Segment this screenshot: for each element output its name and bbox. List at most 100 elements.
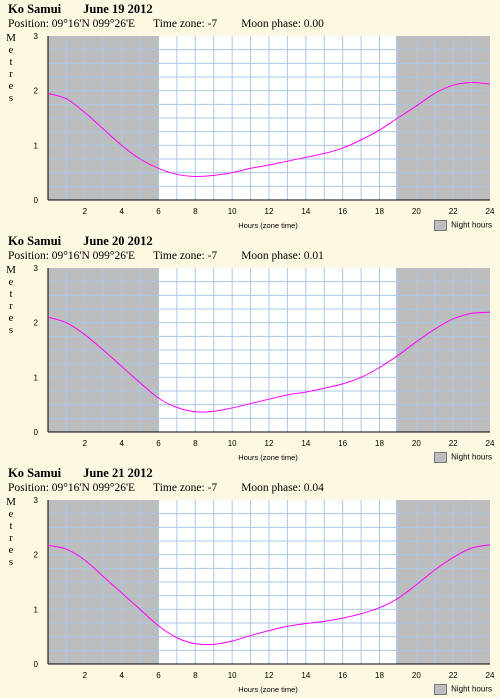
position-text: Position: 09°16'N 099°26'E — [8, 482, 136, 494]
tide-panel: Ko Samui June 21 2012 Position: 09°16'N 09… — [0, 464, 500, 696]
x-tick-label: 12 — [265, 439, 274, 448]
x-tick-label: 10 — [228, 671, 237, 680]
x-tick-label: 12 — [265, 671, 274, 680]
y-tick-label: 3 — [34, 496, 39, 505]
tide-panel: Ko Samui June 19 2012 Position: 09°16'N 09… — [0, 0, 500, 232]
y-axis-label-letter: r — [9, 532, 13, 544]
chart-date: June 20 2012 — [83, 234, 153, 248]
y-axis-label-letter: e — [8, 44, 14, 56]
x-axis-label: Hours (zone time) — [238, 221, 298, 230]
location-name: Ko Samui — [8, 234, 62, 248]
y-tick-label: 3 — [34, 264, 39, 273]
legend-label: Night hours — [451, 452, 492, 462]
x-tick-label: 24 — [486, 439, 495, 448]
y-axis-label-letter: M — [6, 32, 16, 44]
y-axis-label-letter: t — [9, 520, 13, 532]
y-tick-label: 0 — [34, 428, 39, 437]
chart-title: Ko Samui June 21 2012 — [8, 466, 153, 481]
y-axis-label-letter: M — [6, 496, 16, 508]
y-axis-label-letter: e — [8, 544, 14, 556]
y-tick-label: 0 — [34, 196, 39, 205]
y-axis-label-letter: r — [9, 300, 13, 312]
y-axis-label-letter: t — [9, 288, 13, 300]
x-tick-label: 8 — [193, 207, 198, 216]
legend-swatch — [434, 452, 448, 463]
x-tick-label: 24 — [486, 207, 495, 216]
y-axis-label-letter: s — [8, 556, 14, 568]
x-axis-label: Hours (zone time) — [238, 685, 298, 694]
y-tick-label: 3 — [34, 32, 39, 41]
legend-label: Night hours — [451, 684, 492, 694]
x-tick-label: 10 — [228, 207, 237, 216]
x-tick-label: 4 — [119, 207, 124, 216]
chart-info: Position: 09°16'N 099°26'E Time zone: -7 M… — [8, 482, 338, 494]
x-tick-label: 22 — [449, 207, 458, 216]
position-text: Position: 09°16'N 099°26'E — [8, 250, 136, 262]
tide-curve — [47, 81, 491, 178]
location-name: Ko Samui — [8, 2, 62, 16]
x-tick-label: 2 — [83, 671, 88, 680]
position-text: Position: 09°16'N 099°26'E — [8, 18, 136, 30]
legend-swatch — [434, 684, 448, 695]
y-axis-label-letter: s — [8, 92, 14, 104]
x-tick-label: 2 — [83, 207, 88, 216]
x-tick-label: 14 — [301, 671, 310, 680]
tide-curve — [47, 544, 491, 646]
time-zone-text: Time zone: -7 — [153, 482, 218, 494]
y-axis-label-letter: e — [8, 276, 14, 288]
x-tick-label: 20 — [412, 671, 421, 680]
y-axis-label-letter: r — [9, 68, 13, 80]
x-axis-label: Hours (zone time) — [238, 453, 298, 462]
x-tick-label: 18 — [375, 439, 384, 448]
y-axis-label-letter: t — [9, 56, 13, 68]
x-tick-label: 22 — [449, 671, 458, 680]
x-tick-label: 14 — [301, 207, 310, 216]
x-tick-label: 4 — [119, 439, 124, 448]
x-tick-label: 20 — [412, 207, 421, 216]
y-axis-label-letter: M — [6, 264, 16, 276]
x-tick-label: 8 — [193, 671, 198, 680]
x-tick-label: 16 — [338, 439, 347, 448]
y-tick-label: 0 — [34, 660, 39, 669]
y-axis-label-letter: s — [8, 324, 14, 336]
y-tick-label: 2 — [34, 87, 39, 96]
y-axis-label-letter: e — [8, 312, 14, 324]
x-tick-label: 12 — [265, 207, 274, 216]
time-zone-text: Time zone: -7 — [153, 18, 218, 30]
y-tick-label: 2 — [34, 319, 39, 328]
chart-date: June 19 2012 — [83, 2, 153, 16]
x-tick-label: 8 — [193, 439, 198, 448]
chart-info: Position: 09°16'N 099°26'E Time zone: -7 M… — [8, 250, 338, 262]
x-tick-label: 6 — [156, 439, 161, 448]
x-tick-label: 10 — [228, 439, 237, 448]
tide-curve — [47, 311, 491, 413]
x-tick-label: 6 — [156, 207, 161, 216]
y-tick-label: 2 — [34, 551, 39, 560]
night-hours-legend: Night hours — [434, 452, 492, 463]
tide-panel: Ko Samui June 20 2012 Position: 09°16'N 09… — [0, 232, 500, 464]
chart-info: Position: 09°16'N 099°26'E Time zone: -7 M… — [8, 18, 338, 30]
y-tick-label: 1 — [34, 373, 39, 382]
x-tick-label: 18 — [375, 671, 384, 680]
x-tick-label: 16 — [338, 671, 347, 680]
location-name: Ko Samui — [8, 466, 62, 480]
moon-phase-text: Moon phase: 0.00 — [241, 18, 324, 30]
chart-date: June 21 2012 — [83, 466, 153, 480]
y-axis-label-letter: e — [8, 508, 14, 520]
legend-label: Night hours — [451, 220, 492, 230]
x-tick-label: 22 — [449, 439, 458, 448]
chart-title: Ko Samui June 19 2012 — [8, 2, 153, 17]
x-tick-label: 24 — [486, 671, 495, 680]
x-tick-label: 18 — [375, 207, 384, 216]
y-tick-label: 1 — [34, 141, 39, 150]
time-zone-text: Time zone: -7 — [153, 250, 218, 262]
y-axis-label-letter: e — [8, 80, 14, 92]
x-tick-label: 20 — [412, 439, 421, 448]
